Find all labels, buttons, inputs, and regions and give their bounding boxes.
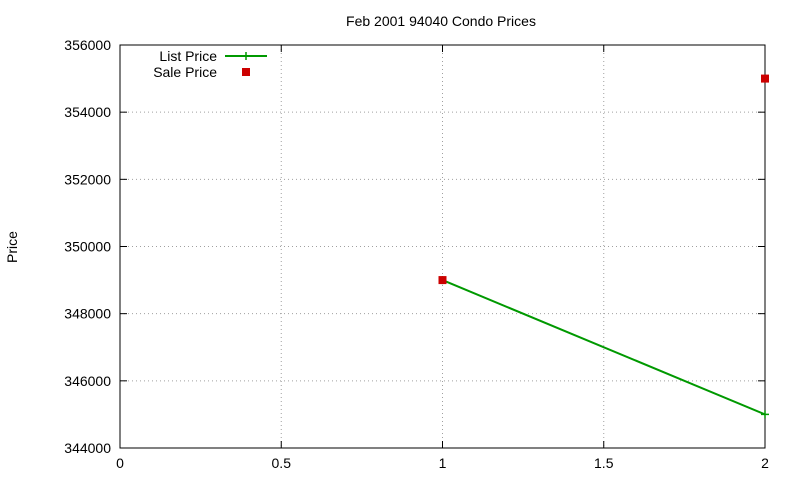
y-tick-label: 350000	[64, 239, 111, 255]
y-tick-label: 356000	[64, 37, 111, 53]
square-marker	[438, 276, 447, 285]
legend-label: List Price	[159, 48, 217, 64]
y-tick-label: 348000	[64, 306, 111, 322]
x-tick-label: 0	[116, 455, 124, 471]
x-tick-label: 1.5	[594, 455, 614, 471]
chart-title: Feb 2001 94040 Condo Prices	[346, 13, 536, 29]
square-marker	[242, 68, 250, 76]
square-marker	[761, 74, 769, 83]
grid	[120, 45, 765, 448]
x-tick-label: 0.5	[272, 455, 292, 471]
y-tick-label: 352000	[64, 171, 111, 187]
plus-marker	[761, 410, 769, 419]
axis-ticks: 344000 346000 348000 350000 352000 354000 3560…	[64, 37, 769, 471]
plus-marker	[242, 52, 250, 60]
y-tick-label: 346000	[64, 373, 111, 389]
y-axis-label: Price	[4, 231, 20, 263]
y-tick-label: 344000	[64, 440, 111, 456]
legend-label: Sale Price	[153, 64, 217, 80]
series	[438, 74, 769, 419]
x-tick-label: 2	[761, 455, 769, 471]
series-line-list-price	[442, 279, 766, 416]
x-tick-label: 1	[439, 455, 447, 471]
y-tick-label: 354000	[64, 104, 111, 120]
